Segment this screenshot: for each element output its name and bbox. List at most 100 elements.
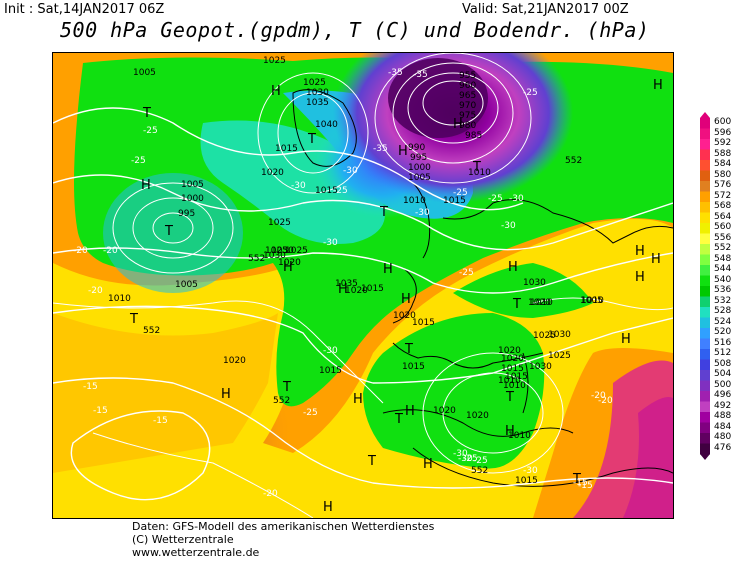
scale-label-528: 528 (714, 306, 732, 316)
isobar-high-greenland-2 (257, 72, 369, 194)
scale-swatch-504 (700, 370, 710, 381)
scale-swatch-592 (700, 139, 710, 150)
high-pressure-marker: H (635, 270, 645, 285)
isobar-east-1 (532, 297, 673, 311)
pressure-label: 1020 (345, 286, 368, 296)
scale-swatch-536 (700, 286, 710, 297)
scale-label-516: 516 (714, 337, 732, 348)
high-pressure-marker: H (405, 404, 415, 419)
scale-label-600: 600 (714, 117, 732, 127)
scale-label-476: 476 (714, 442, 732, 453)
temperature-label: -20 (88, 286, 103, 296)
geopotential-label: 552 (143, 326, 160, 336)
green-trough-south (363, 313, 545, 469)
scale-bottom-arrow (700, 454, 710, 460)
scale-swatch-572 (700, 191, 710, 203)
low-pressure-marker: T (512, 297, 521, 312)
isobar-low-north-3 (392, 62, 514, 164)
scale-swatch-488 (700, 412, 710, 423)
isobar-low-west-1 (132, 197, 214, 259)
scale-label-572: 572 (714, 190, 732, 201)
temperature-label: -15 (93, 406, 108, 416)
scale-label-584: 584 (714, 159, 732, 169)
scale-label-484: 484 (714, 421, 732, 432)
isobar-low-west-2 (112, 182, 234, 274)
high-pressure-marker: H (653, 78, 663, 93)
low-pressure-marker: T (164, 224, 173, 239)
valid-time-label: Valid: Sat,21JAN2017 00Z (462, 2, 629, 17)
geopotential-label: 552 (471, 466, 488, 476)
temperature-label: -25 (333, 186, 348, 196)
pressure-label: 1010 (468, 168, 491, 178)
high-pressure-marker: H (323, 500, 333, 515)
isotherm-2 (53, 174, 673, 251)
pressure-label: 1010 (503, 381, 526, 391)
pressure-label: 1015 (275, 144, 298, 154)
isobar-low-north-4 (374, 53, 532, 184)
scale-swatch-512 (700, 349, 710, 360)
scale-top-arrow (700, 112, 710, 118)
pressure-label: 1020 (498, 346, 521, 356)
temperature-label: -30 (509, 194, 524, 204)
temperature-label: -35 (413, 70, 428, 80)
geopotential-label: 552 (248, 254, 265, 264)
scale-label-560: 560 (714, 222, 732, 232)
isobar-low-med-2 (422, 352, 564, 474)
low-center-pressure-label: 995 (410, 153, 427, 163)
scale-label-532: 532 (714, 295, 732, 306)
pressure-label: 1020 (528, 298, 551, 308)
scale-swatch-580 (700, 170, 710, 182)
low-pressure-marker: T (142, 106, 151, 121)
pressure-label: 1030 (529, 362, 552, 372)
high-pressure-marker: H (383, 262, 393, 277)
pressure-label: 1035 (306, 98, 329, 108)
pressure-label: 995 (178, 209, 195, 219)
africa-coast (412, 447, 673, 487)
low-pressure-marker: T (404, 342, 413, 357)
scale-swatch-508 (700, 359, 710, 371)
pressure-label: 1010 (498, 376, 521, 386)
isobar-west-1 (53, 300, 384, 404)
isobar-low-north-1 (422, 80, 484, 126)
temperature-label: -30 (323, 238, 338, 248)
temperature-label: -25 (143, 126, 158, 136)
temperature-label: -15 (153, 416, 168, 426)
pressure-label: 1000 (181, 194, 204, 204)
low-center-pressure-label: 960 (459, 81, 476, 91)
temperature-label: -30 (323, 346, 338, 356)
low-pressure-marker: T (282, 380, 291, 395)
pressure-label: 1020 (223, 356, 246, 366)
med-coast (382, 409, 574, 437)
low-pressure-marker: T (367, 454, 376, 469)
pressure-label: 1020 (261, 168, 284, 178)
pressure-label: 1025 (263, 56, 286, 66)
low-pressure-marker: T (379, 205, 388, 220)
pressure-label: 1025 (533, 331, 556, 341)
scale-swatch-588 (700, 149, 710, 161)
scale-label-552: 552 (714, 243, 732, 253)
temperature-label: -35 (373, 144, 388, 154)
footer-copyright: (C) Wetterzentrale (132, 533, 234, 546)
scale-swatch-520 (700, 328, 710, 339)
scale-swatch-556 (700, 233, 710, 245)
coastlines (292, 89, 673, 487)
temperature-label: -30 (415, 208, 430, 218)
scale-swatch-496 (700, 391, 710, 402)
britain-coast (392, 267, 417, 324)
scale-swatch-552 (700, 244, 710, 255)
scale-label-540: 540 (714, 274, 732, 285)
pressure-label: 1010 (403, 196, 426, 206)
low-center-pressure-label: 980 (459, 121, 476, 131)
scale-label-496: 496 (714, 390, 732, 400)
low-center-pressure-label: 1000 (408, 163, 431, 173)
scale-swatch-596 (700, 128, 710, 140)
high-pressure-marker: H (453, 117, 463, 132)
scale-label-512: 512 (714, 348, 732, 358)
pressure-label: 1005 (181, 180, 204, 190)
temperature-label: -30 (523, 466, 538, 476)
scale-label-500: 500 (714, 379, 732, 390)
scale-swatch-528 (700, 307, 710, 318)
pressure-label: 1030 (548, 330, 571, 340)
scale-swatch-544 (700, 265, 710, 276)
